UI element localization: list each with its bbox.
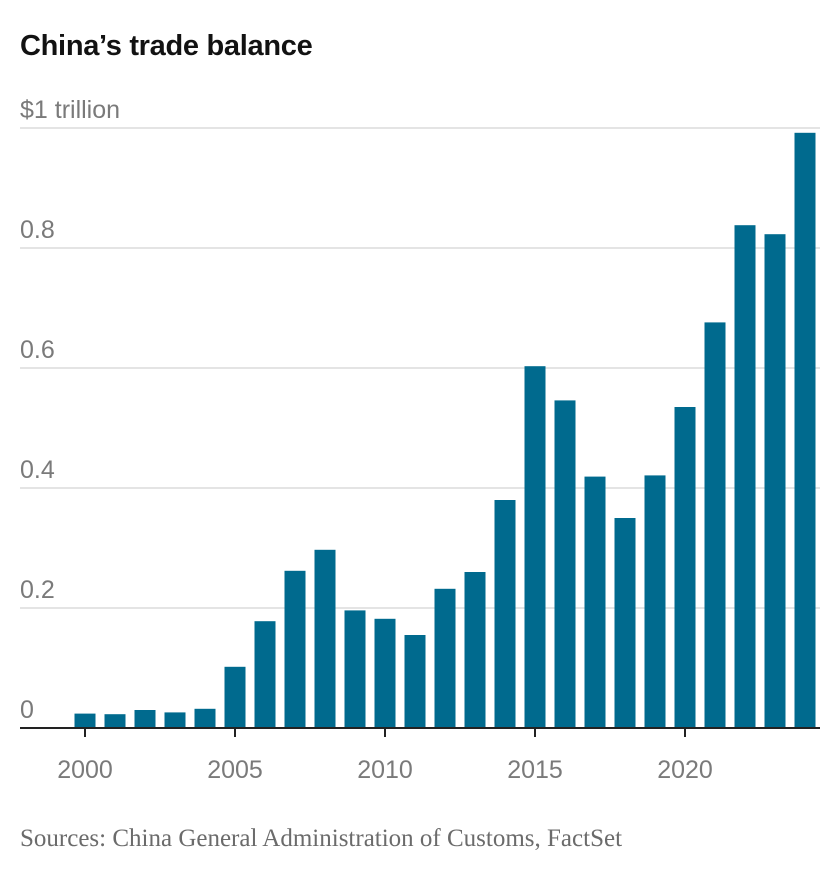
bar-2010	[374, 618, 396, 728]
bar-2003	[164, 712, 186, 728]
bar-2000	[74, 713, 96, 728]
bar-2022	[734, 225, 756, 728]
bar-2024	[794, 132, 816, 729]
y-tick-label: 0.4	[20, 456, 55, 484]
bar-2014	[494, 500, 516, 728]
x-tick-label: 2015	[507, 756, 563, 784]
bar-2005	[224, 666, 246, 728]
bar-2002	[134, 710, 156, 728]
y-tick-label: $1 trillion	[20, 96, 120, 124]
bar-2023	[764, 234, 786, 728]
y-tick-label: 0	[20, 696, 34, 724]
bar-2019	[644, 475, 666, 728]
bar-2001	[104, 714, 126, 728]
x-tick-label: 2005	[207, 756, 263, 784]
x-tick-label: 2000	[57, 756, 113, 784]
bar-2021	[704, 322, 726, 728]
x-tick-label: 2010	[357, 756, 413, 784]
bar-2004	[194, 708, 216, 728]
bar-2013	[464, 572, 486, 728]
bar-2015	[524, 366, 546, 728]
y-tick-label: 0.8	[20, 216, 55, 244]
y-tick-label: 0.6	[20, 336, 55, 364]
bar-2017	[584, 476, 606, 728]
bar-2009	[344, 610, 366, 728]
chart-title: China’s trade balance	[20, 30, 313, 62]
bar-2011	[404, 635, 426, 728]
bar-2008	[314, 549, 336, 728]
source-note: Sources: China General Administration of…	[20, 825, 623, 852]
bar-2012	[434, 588, 456, 728]
bar-2007	[284, 570, 306, 728]
x-tick-label: 2020	[657, 756, 713, 784]
bar-2006	[254, 621, 276, 728]
bar-2016	[554, 400, 576, 728]
bar-2018	[614, 518, 636, 728]
bar-2020	[674, 407, 696, 728]
bar-chart: 0 0.2 0.4 0.6 0.8 $1 trillion 2000 2005 2010 2015…	[20, 96, 820, 784]
y-tick-label: 0.2	[20, 576, 55, 604]
